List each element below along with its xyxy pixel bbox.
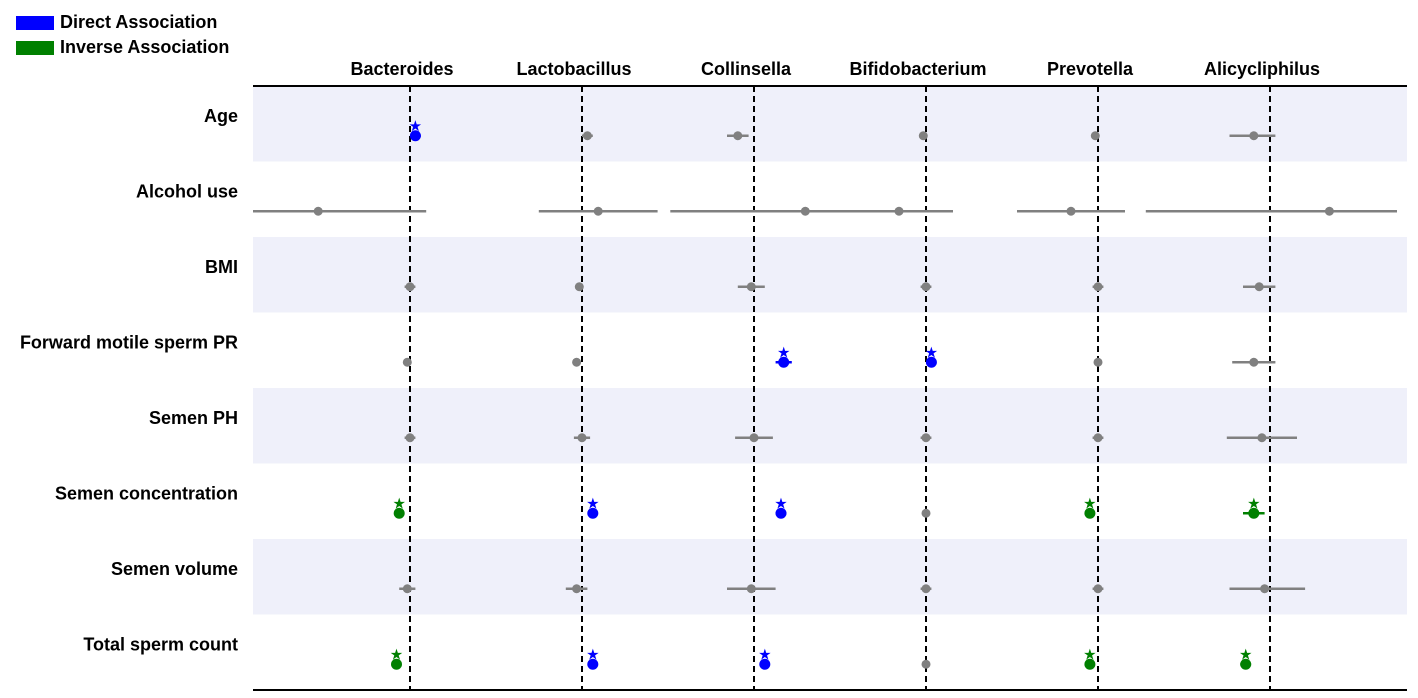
row-label-semen-ph: Semen PH bbox=[149, 408, 238, 428]
legend: Direct Association Inverse Association bbox=[16, 10, 229, 60]
estimate-point-total-sperm-count-collinsella bbox=[759, 658, 771, 670]
estimate-point-semen-concentration-alicycliphilus bbox=[1248, 507, 1260, 519]
estimate-point-forward-motile-sperm-pr-lactobacillus bbox=[572, 357, 582, 367]
estimate-point-bmi-bacteroides bbox=[405, 282, 415, 292]
estimate-point-total-sperm-count-lactobacillus bbox=[587, 658, 599, 670]
row-label-total-sperm-count: Total sperm count bbox=[83, 634, 238, 654]
estimate-point-semen-concentration-prevotella bbox=[1084, 507, 1096, 519]
significance-star-semen-concentration-bacteroides: ★ bbox=[392, 494, 405, 512]
estimate-point-semen-concentration-bifidobacterium bbox=[921, 508, 931, 518]
legend-item-direct: Direct Association bbox=[16, 10, 229, 35]
significance-star-total-sperm-count-alicycliphilus: ★ bbox=[1239, 645, 1252, 663]
estimate-point-semen-volume-bifidobacterium bbox=[921, 584, 931, 594]
estimate-point-semen-volume-alicycliphilus bbox=[1260, 584, 1270, 594]
estimate-point-alcohol-use-prevotella bbox=[1066, 206, 1076, 216]
estimate-point-age-alicycliphilus bbox=[1249, 131, 1259, 141]
estimate-point-semen-volume-prevotella bbox=[1093, 584, 1103, 594]
estimate-point-bmi-prevotella bbox=[1093, 282, 1103, 292]
estimate-point-semen-ph-bacteroides bbox=[405, 433, 415, 443]
estimate-point-total-sperm-count-bifidobacterium bbox=[921, 659, 931, 669]
estimate-point-semen-ph-lactobacillus bbox=[577, 433, 587, 443]
estimate-point-forward-motile-sperm-pr-alicycliphilus bbox=[1249, 357, 1259, 367]
estimate-point-alcohol-use-collinsella bbox=[800, 206, 810, 216]
column-label-collinsella: Collinsella bbox=[701, 59, 792, 79]
significance-star-total-sperm-count-collinsella: ★ bbox=[758, 645, 771, 663]
row-label-semen-volume: Semen volume bbox=[111, 559, 238, 579]
significance-star-forward-motile-sperm-pr-bifidobacterium: ★ bbox=[925, 343, 938, 361]
estimate-point-forward-motile-sperm-pr-bacteroides bbox=[402, 357, 412, 367]
row-band-semen-ph bbox=[253, 388, 1407, 464]
estimate-point-semen-ph-alicycliphilus bbox=[1257, 433, 1267, 443]
estimate-point-age-lactobacillus bbox=[582, 131, 592, 141]
column-label-prevotella: Prevotella bbox=[1047, 59, 1134, 79]
significance-star-age-bacteroides: ★ bbox=[409, 117, 422, 135]
estimate-point-alcohol-use-alicycliphilus bbox=[1324, 206, 1334, 216]
estimate-point-forward-motile-sperm-pr-bifidobacterium bbox=[925, 356, 937, 368]
row-band-bmi bbox=[253, 237, 1407, 313]
row-band-age bbox=[253, 86, 1407, 162]
estimate-point-semen-volume-bacteroides bbox=[402, 584, 412, 594]
significance-star-semen-concentration-lactobacillus: ★ bbox=[586, 494, 599, 512]
row-label-alcohol-use: Alcohol use bbox=[136, 181, 238, 201]
legend-swatch-direct bbox=[16, 15, 54, 30]
row-band-semen-volume bbox=[253, 539, 1407, 615]
column-label-alicycliphilus: Alicycliphilus bbox=[1204, 59, 1320, 79]
significance-star-total-sperm-count-bacteroides: ★ bbox=[390, 645, 403, 663]
estimate-point-age-bifidobacterium bbox=[918, 131, 928, 141]
estimate-point-semen-concentration-collinsella bbox=[775, 507, 787, 519]
estimate-point-semen-concentration-bacteroides bbox=[393, 507, 405, 519]
significance-star-total-sperm-count-lactobacillus: ★ bbox=[586, 645, 599, 663]
estimate-point-semen-concentration-lactobacillus bbox=[587, 507, 599, 519]
estimate-point-alcohol-use-lactobacillus bbox=[593, 206, 603, 216]
estimate-point-total-sperm-count-alicycliphilus bbox=[1240, 658, 1252, 670]
significance-star-forward-motile-sperm-pr-collinsella: ★ bbox=[777, 343, 790, 361]
significance-star-semen-concentration-alicycliphilus: ★ bbox=[1247, 494, 1260, 512]
row-label-semen-concentration: Semen concentration bbox=[55, 483, 238, 503]
estimate-point-semen-ph-collinsella bbox=[749, 433, 759, 443]
estimate-point-bmi-collinsella bbox=[746, 282, 756, 292]
legend-item-inverse: Inverse Association bbox=[16, 35, 229, 60]
column-label-bifidobacterium: Bifidobacterium bbox=[849, 59, 986, 79]
estimate-point-semen-ph-bifidobacterium bbox=[921, 433, 931, 443]
estimate-point-age-collinsella bbox=[733, 131, 743, 141]
estimate-point-bmi-bifidobacterium bbox=[921, 282, 931, 292]
significance-star-semen-concentration-prevotella: ★ bbox=[1083, 494, 1096, 512]
estimate-point-forward-motile-sperm-pr-collinsella bbox=[778, 356, 790, 368]
column-label-bacteroides: Bacteroides bbox=[350, 59, 453, 79]
estimate-point-semen-volume-collinsella bbox=[746, 584, 756, 594]
estimate-point-alcohol-use-bifidobacterium bbox=[894, 206, 904, 216]
estimate-point-alcohol-use-bacteroides bbox=[313, 206, 323, 216]
legend-label-inverse: Inverse Association bbox=[60, 37, 230, 57]
significance-star-semen-concentration-collinsella: ★ bbox=[774, 494, 787, 512]
estimate-point-total-sperm-count-prevotella bbox=[1084, 658, 1096, 670]
estimate-point-semen-ph-prevotella bbox=[1093, 433, 1103, 443]
legend-label-direct: Direct Association bbox=[60, 12, 218, 32]
legend-swatch-inverse bbox=[16, 40, 54, 55]
estimate-point-total-sperm-count-bacteroides bbox=[391, 658, 402, 670]
column-label-lactobacillus: Lactobacillus bbox=[516, 59, 631, 79]
estimate-point-bmi-lactobacillus bbox=[574, 282, 584, 292]
significance-star-total-sperm-count-prevotella: ★ bbox=[1083, 645, 1096, 663]
estimate-point-age-bacteroides bbox=[409, 130, 421, 142]
estimate-point-semen-volume-lactobacillus bbox=[572, 584, 582, 594]
row-label-forward-motile-sperm-pr: Forward motile sperm PR bbox=[20, 332, 238, 352]
estimate-point-age-prevotella bbox=[1090, 131, 1100, 141]
estimate-point-forward-motile-sperm-pr-prevotella bbox=[1093, 357, 1103, 367]
estimate-point-bmi-alicycliphilus bbox=[1254, 282, 1264, 292]
row-label-age: Age bbox=[204, 106, 238, 126]
row-label-bmi: BMI bbox=[205, 257, 238, 277]
